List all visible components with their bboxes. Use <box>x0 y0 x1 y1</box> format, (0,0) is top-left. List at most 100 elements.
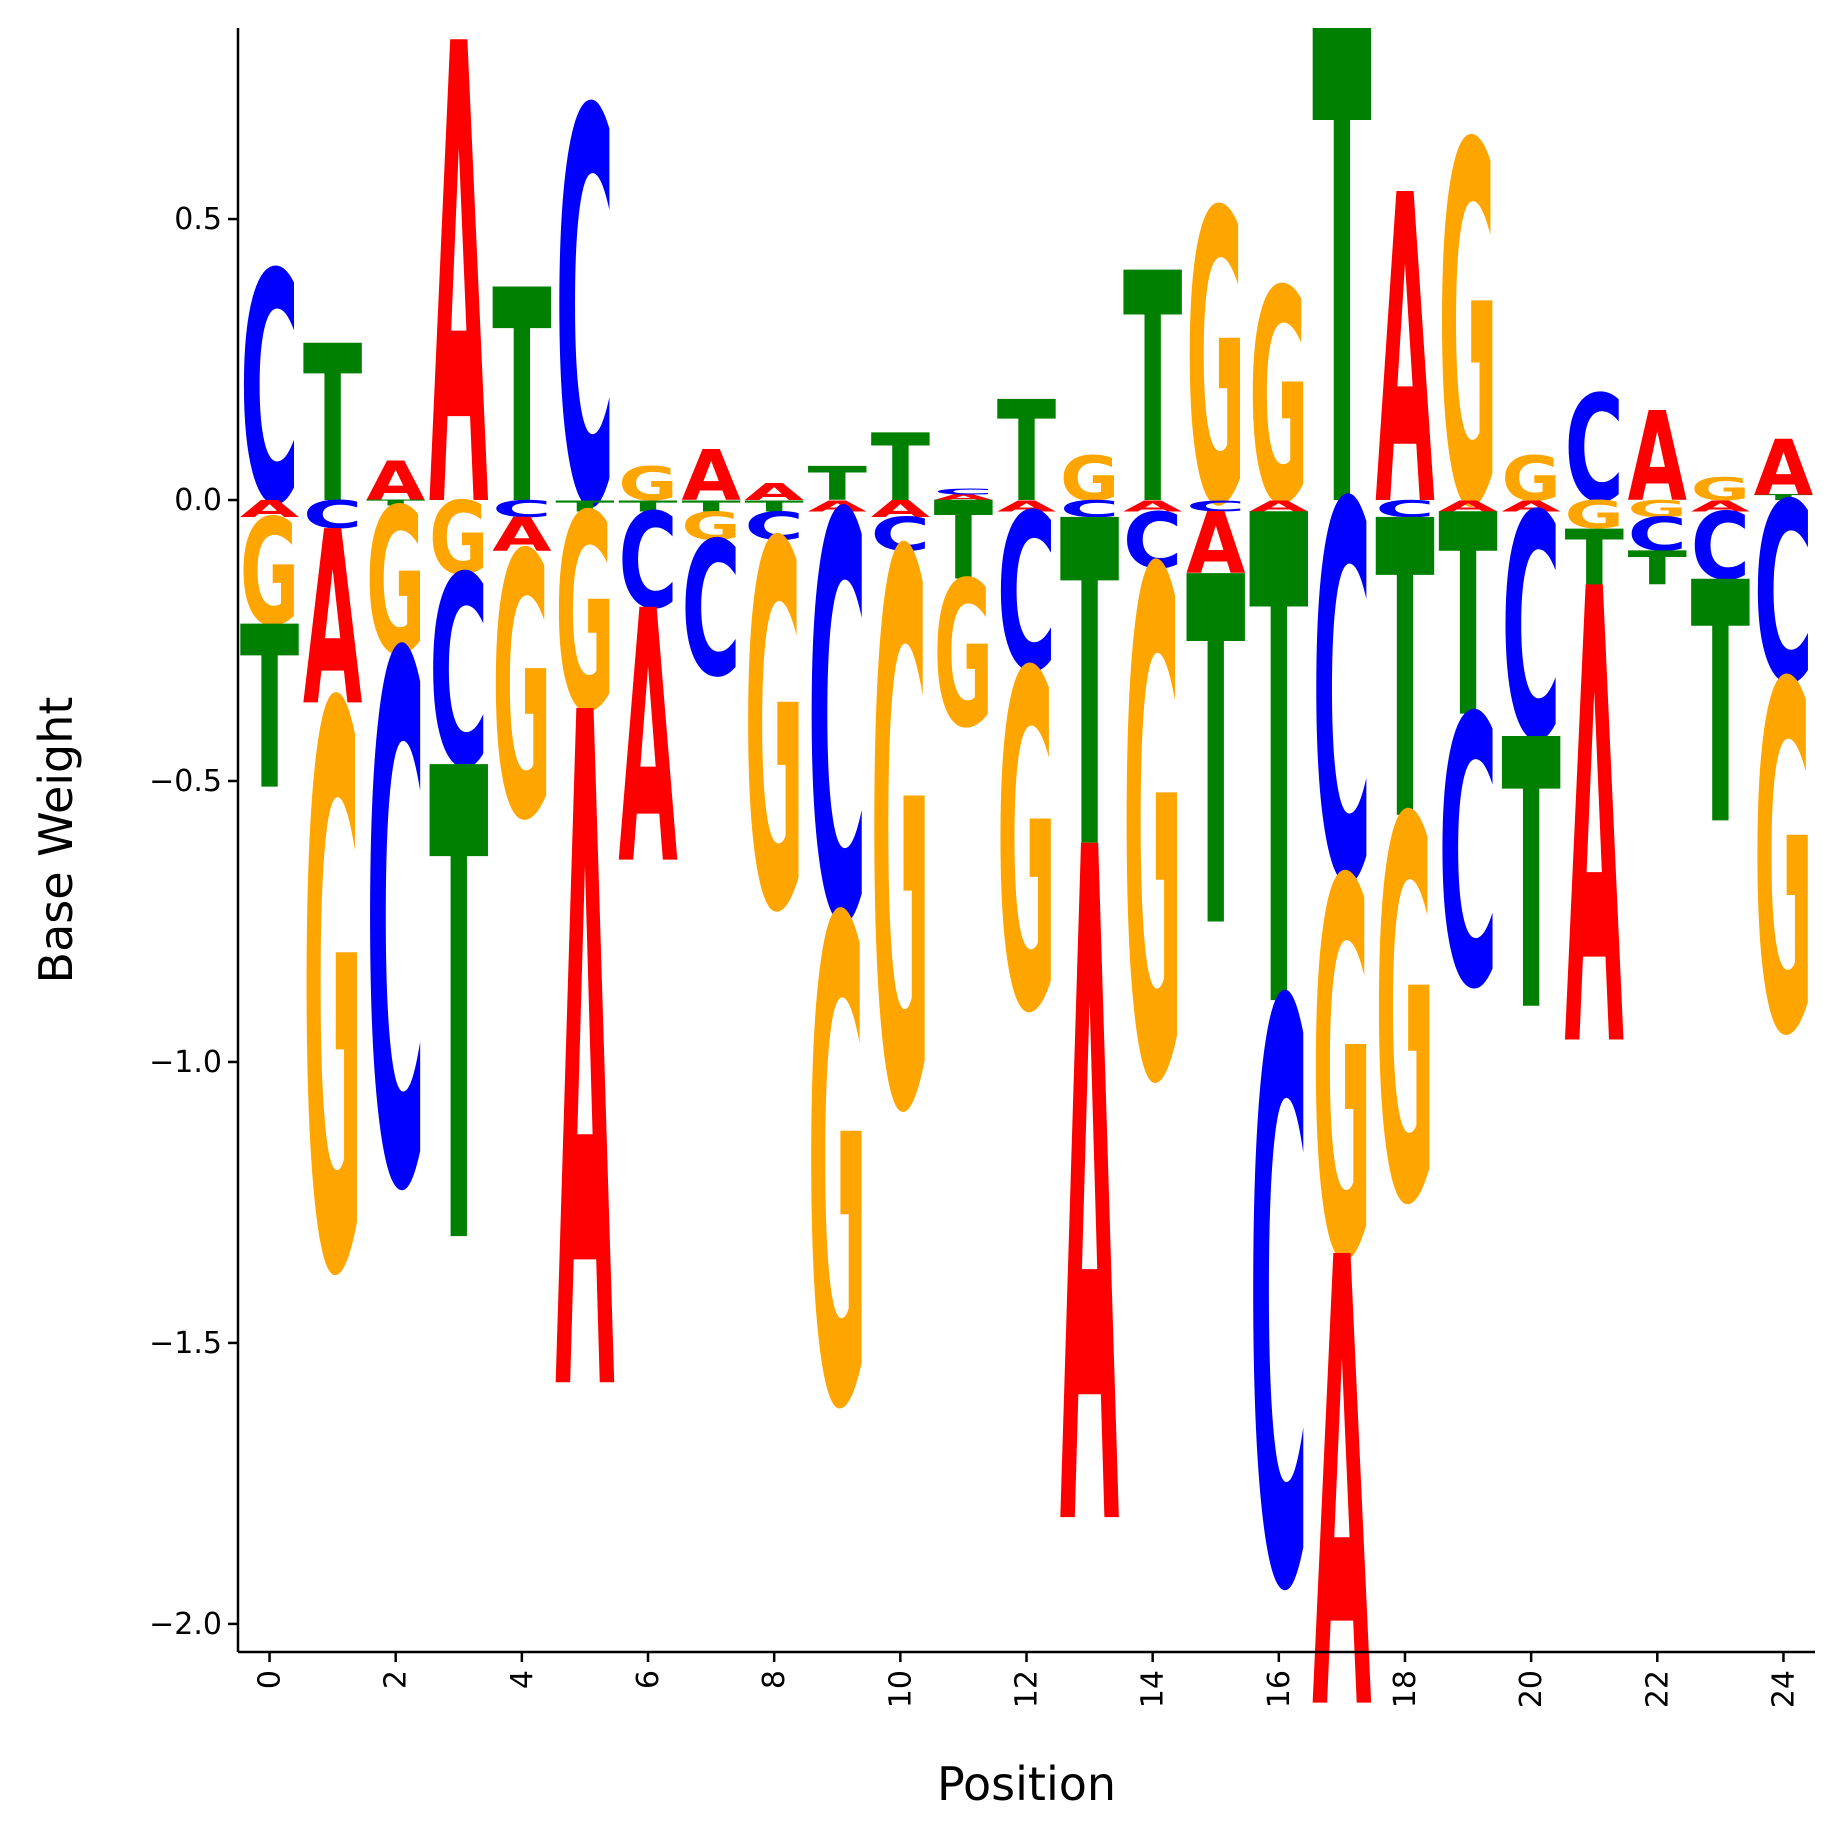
logo-letter-A-pos-8: A <box>745 479 805 506</box>
y-tick-label: −1.5 <box>149 1326 222 1361</box>
logo-letter-G-pos-14: G <box>1123 430 1182 1237</box>
logo-letter-T-pos-12: T <box>997 373 1056 534</box>
logo-letter-C-pos-0: C <box>240 208 299 575</box>
logo-letter-C-pos-10: C <box>871 508 930 562</box>
y-tick-label: −1.0 <box>149 1045 222 1080</box>
y-axis-title: Base Weight <box>29 697 83 984</box>
logo-letter-C-pos-16: C <box>1249 843 1308 1767</box>
x-tick-label: 22 <box>1640 1670 1675 1708</box>
logo-letter-G-pos-13: G <box>1060 443 1119 515</box>
logo-letter-T-pos-8: T <box>745 497 805 515</box>
logo-letter-G-pos-11: G <box>934 539 993 773</box>
x-tick-label: 6 <box>631 1670 666 1689</box>
logo-letter-A-pos-19: A <box>1438 497 1498 515</box>
logo-letter-G-pos-18: G <box>1375 712 1434 1321</box>
logo-letter-A-pos-4: A <box>492 507 551 561</box>
logo-letter-A-pos-9: A <box>808 497 868 515</box>
logo-letter-G-pos-7: G <box>681 503 740 548</box>
logo-letter-G-pos-12: G <box>997 578 1056 1116</box>
x-tick-label: 24 <box>1766 1670 1801 1708</box>
logo-letter-G-pos-1: G <box>303 550 362 1447</box>
logo-letter-C-pos-18: C <box>1375 496 1434 523</box>
x-tick-label: 4 <box>505 1670 540 1689</box>
x-tick-label: 2 <box>379 1670 414 1689</box>
logo-letter-T-pos-4: T <box>492 228 551 570</box>
logo-letter-T-pos-14: T <box>1123 207 1182 575</box>
x-tick-label: 20 <box>1514 1670 1549 1708</box>
x-tick-label: 18 <box>1388 1670 1423 1708</box>
logo-letter-A-pos-13: A <box>1060 659 1120 1736</box>
logo-letter-C-pos-23: C <box>1691 493 1750 601</box>
logo-letter-T-pos-16: T <box>1249 377 1309 1158</box>
logo-letter-T-pos-15: T <box>1186 479 1246 1036</box>
y-tick-label: −2.0 <box>149 1607 222 1642</box>
logo-letter-G-pos-22: G <box>1628 495 1687 522</box>
logo-letter-A-pos-20: A <box>1501 497 1561 515</box>
logo-letter-T-pos-18: T <box>1375 436 1435 912</box>
logo-letter-T-pos-3: T <box>429 635 489 1389</box>
x-tick-label: 12 <box>1010 1670 1045 1708</box>
logo-letter-C-pos-12: C <box>997 470 1056 720</box>
logo-letter-A-pos-0: A <box>240 496 300 523</box>
logo-letter-C-pos-3: C <box>429 521 488 826</box>
y-tick-label: 0.0 <box>174 483 222 518</box>
logo-letter-T-pos-21: T <box>1565 514 1624 603</box>
logo-letter-A-pos-17: A <box>1312 1130 1372 1834</box>
logo-letter-A-pos-14: A <box>1123 497 1183 515</box>
logo-letter-C-pos-8: C <box>745 503 804 548</box>
logo-letter-A-pos-16: A <box>1249 497 1309 515</box>
logo-letter-G-pos-8: G <box>745 441 804 1023</box>
logo-letter-A-pos-23: A <box>1691 497 1751 515</box>
logo-letter-C-pos-9: C <box>808 401 867 1048</box>
logo-letter-G-pos-21: G <box>1565 492 1624 537</box>
logo-letter-A-pos-7: A <box>681 436 741 517</box>
logo-letter-C-pos-1: C <box>303 492 362 537</box>
logo-letter-T-pos-19: T <box>1438 457 1497 780</box>
logo-letter-G-pos-20: G <box>1502 443 1561 515</box>
logo-letter-C-pos-21: C <box>1565 364 1624 535</box>
logo-letter-C-pos-11: C <box>934 487 993 496</box>
logo-letter-A-pos-12: A <box>997 497 1057 515</box>
logo-letter-C-pos-2: C <box>366 507 425 1352</box>
logo-letter-A-pos-1: A <box>303 480 362 759</box>
logo-letter-T-pos-7: T <box>681 497 741 515</box>
x-tick-label: 10 <box>883 1670 918 1708</box>
logo-letter-G-pos-3: G <box>429 480 488 597</box>
logo-letter-T-pos-0: T <box>240 580 299 840</box>
logo-letter-G-pos-2: G <box>366 465 425 699</box>
logo-letter-A-pos-5: A <box>555 524 615 1601</box>
y-tick-label: 0.5 <box>174 202 222 237</box>
logo-letter-T-pos-6: T <box>618 497 678 515</box>
x-tick-label: 0 <box>253 1670 288 1689</box>
logo-letter-A-pos-21: A <box>1565 460 1625 1187</box>
logo-letter-G-pos-16: G <box>1249 230 1308 571</box>
logo-letter-T-pos-22: T <box>1628 542 1688 596</box>
y-tick-label: −0.5 <box>149 764 222 799</box>
logo-letter-G-pos-17: G <box>1312 774 1371 1375</box>
logo-letter-A-pos-6: A <box>618 539 677 942</box>
logo-letter-T-pos-24: T <box>1754 493 1813 502</box>
logo-letter-A-pos-18: A <box>1375 106 1435 600</box>
logo-letter-G-pos-4: G <box>492 479 551 901</box>
logo-letter-T-pos-9: T <box>808 458 868 512</box>
logo-letter-T-pos-11: T <box>934 480 993 606</box>
logo-letter-A-pos-24: A <box>1754 424 1814 513</box>
logo-letter-T-pos-17: T <box>1312 0 1372 653</box>
logo-letter-G-pos-0: G <box>240 489 299 659</box>
logo-letter-C-pos-19: C <box>1438 641 1497 1072</box>
logo-letter-G-pos-9: G <box>808 785 867 1557</box>
logo-letter-T-pos-10: T <box>871 416 930 523</box>
logo-letter-C-pos-7: C <box>681 503 740 718</box>
logo-letter-A-pos-3: A <box>429 0 489 650</box>
logo-letter-G-pos-19: G <box>1438 44 1497 618</box>
logo-letter-T-pos-5: T <box>555 497 615 515</box>
logo-letter-C-pos-22: C <box>1628 508 1687 562</box>
logo-letter-C-pos-15: C <box>1186 497 1245 515</box>
logo-letter-G-pos-23: G <box>1691 472 1750 508</box>
logo-letter-G-pos-24: G <box>1754 585 1813 1142</box>
logo-letter-A-pos-15: A <box>1186 495 1246 594</box>
x-axis-title: Position <box>937 1757 1116 1811</box>
logo-letter-T-pos-23: T <box>1691 514 1750 900</box>
